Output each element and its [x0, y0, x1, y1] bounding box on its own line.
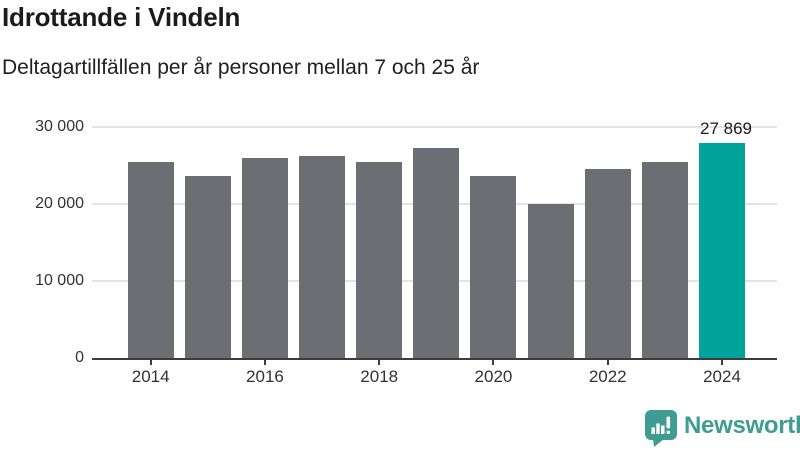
chart-bar — [527, 204, 574, 358]
x-axis-tick — [721, 359, 723, 365]
y-axis-label: 10 000 — [35, 272, 84, 289]
x-axis-tick — [149, 359, 152, 365]
chart-bar — [641, 162, 688, 358]
chart-bar — [299, 156, 346, 358]
x-axis-tick — [492, 359, 495, 365]
chart-bar — [241, 157, 288, 358]
chart-bar-highlight — [699, 143, 745, 358]
chart-bar — [470, 175, 517, 358]
newsworthy-logo-icon — [645, 410, 677, 447]
x-axis-label: 2020 — [474, 367, 513, 386]
x-axis-label: 2024 — [703, 367, 741, 386]
x-axis-line — [92, 357, 777, 360]
chart-subtitle: Deltagartillfällen per år personer mella… — [2, 56, 480, 79]
x-axis-label: 2018 — [360, 367, 399, 386]
y-axis-label: 30 000 — [35, 118, 84, 135]
y-axis-label: 0 — [75, 349, 84, 366]
chart-bar — [413, 147, 460, 358]
chart-bar — [127, 162, 174, 358]
x-axis-label: 2016 — [246, 367, 284, 386]
chart-title: Idrottande i Vindeln — [2, 2, 241, 32]
newsworthy-branding: Newsworthy — [645, 410, 800, 447]
chart-bar — [184, 175, 231, 358]
y-axis-label: 20 000 — [35, 195, 84, 212]
x-axis-label: 2014 — [131, 367, 170, 386]
chart-bar — [584, 168, 631, 358]
chart-bar — [356, 161, 403, 358]
gridline — [92, 126, 777, 128]
value-label: 27 869 — [700, 119, 752, 139]
x-axis-tick — [606, 359, 609, 365]
x-axis-label: 2022 — [588, 367, 627, 386]
x-axis-tick — [263, 359, 266, 365]
newsworthy-wordmark: Newsworthy — [684, 412, 800, 439]
x-axis-tick — [378, 359, 381, 365]
